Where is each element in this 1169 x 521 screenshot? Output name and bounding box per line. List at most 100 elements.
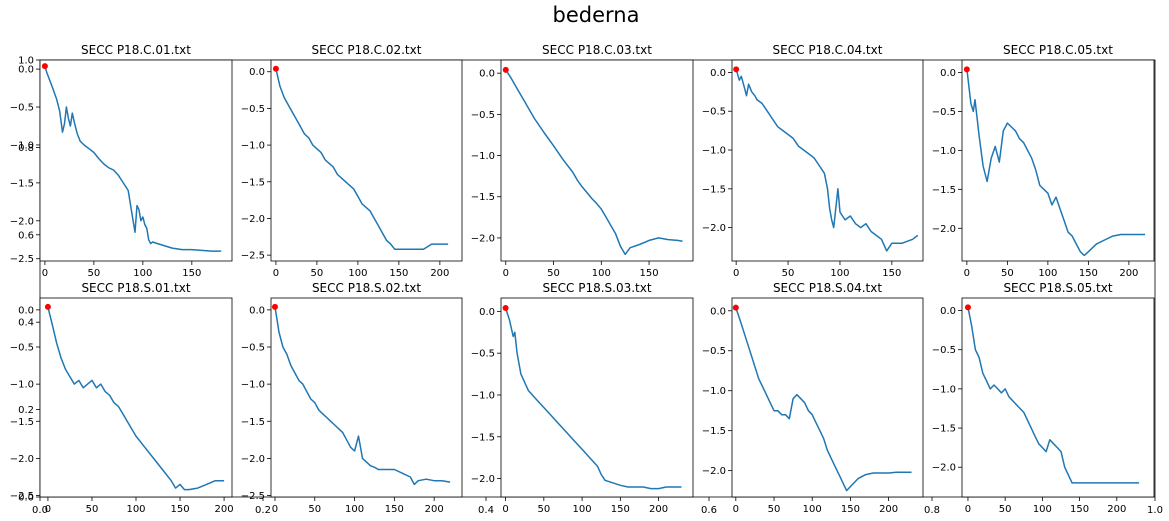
start-marker xyxy=(271,303,278,310)
subplot: SECC P18.S.04.txt 0 50 100 150 200 0.0 −0.5 −1.0… xyxy=(702,281,924,515)
x-tick-label: 50 xyxy=(537,504,550,515)
x-tick-label: 200 xyxy=(215,504,234,515)
series-line xyxy=(504,307,682,490)
x-tick-label: 0 xyxy=(965,504,971,515)
y-tick-label: −2.0 xyxy=(10,454,34,465)
subplot-background xyxy=(271,60,462,261)
y-tick-label: 0.0 xyxy=(249,305,265,316)
background-x-tick-label: 0.6 xyxy=(701,505,717,516)
x-tick-label: 100 xyxy=(348,268,367,279)
x-tick-label: 150 xyxy=(1079,268,1098,279)
y-tick-label: −1.5 xyxy=(932,185,956,196)
x-tick-label: 50 xyxy=(547,268,560,279)
start-marker xyxy=(272,65,279,72)
series-line xyxy=(966,69,1146,257)
subplot-background xyxy=(271,298,462,497)
x-tick-label: 150 xyxy=(611,504,630,515)
y-tick-label: −1.5 xyxy=(471,432,495,443)
x-tick-label: 0 xyxy=(733,268,739,279)
y-tick-label: −2.0 xyxy=(241,454,265,465)
start-marker xyxy=(964,304,971,311)
subplot: SECC P18.C.01.txt 0 50 100 150 0.0 −0.5 −1.0 −1.… xyxy=(10,43,233,279)
y-tick-label: −0.5 xyxy=(932,345,956,356)
y-tick-label: −1.5 xyxy=(10,417,34,428)
subplot-title: SECC P18.C.03.txt xyxy=(542,43,652,57)
start-marker xyxy=(44,303,51,310)
background-x-tick-label: 0.0 xyxy=(32,505,48,516)
y-tick-label: −2.5 xyxy=(10,254,34,265)
subplot-title: SECC P18.S.02.txt xyxy=(312,281,421,295)
subplot-frame xyxy=(961,59,1155,262)
x-tick-label: 100 xyxy=(573,504,592,515)
series-line xyxy=(735,69,919,252)
y-tick-label: −0.5 xyxy=(471,349,495,360)
x-tick-label: 50 xyxy=(311,268,324,279)
y-tick-label: −2.0 xyxy=(702,466,726,477)
subplot: SECC P18.S.02.txt 0 50 100 150 200 0.0 −0.5 −1.0… xyxy=(241,281,463,515)
x-tick-label: 0 xyxy=(502,504,508,515)
subplot-frame xyxy=(731,297,924,498)
y-tick-label: −2.5 xyxy=(10,491,34,502)
y-tick-label: −1.0 xyxy=(471,151,495,162)
background-x-tick-label: 0.2 xyxy=(255,505,271,516)
subplot-title: SECC P18.C.04.txt xyxy=(773,43,883,57)
subplot: SECC P18.C.02.txt 0 50 100 150 200 0.0 −0.5 −1.0… xyxy=(241,43,463,279)
y-tick-label: −1.0 xyxy=(241,380,265,391)
background-x-tick-label: 1.0 xyxy=(1147,505,1163,516)
x-tick-label: 50 xyxy=(88,268,101,279)
y-tick-label: −2.0 xyxy=(471,233,495,244)
x-tick-label: 100 xyxy=(830,268,849,279)
x-tick-label: 0 xyxy=(964,268,970,279)
y-tick-label: −2.0 xyxy=(10,216,34,227)
subplot: SECC P18.C.03.txt 0 50 100 150 0.0 −0.5 −1.0 −1.… xyxy=(471,43,694,279)
y-tick-label: −0.5 xyxy=(932,107,956,118)
x-tick-label: 50 xyxy=(86,504,99,515)
x-tick-label: 0 xyxy=(733,504,739,515)
y-tick-label: −2.0 xyxy=(471,474,495,485)
y-tick-label: −2.0 xyxy=(702,223,726,234)
y-tick-label: 0.0 xyxy=(18,305,34,316)
y-tick-label: −2.5 xyxy=(241,491,265,502)
y-tick-label: −2.0 xyxy=(241,214,265,225)
subplot-background xyxy=(732,298,923,497)
subplot-frame xyxy=(500,59,694,262)
x-tick-label: 50 xyxy=(999,504,1012,515)
y-tick-label: −0.5 xyxy=(471,110,495,121)
y-tick-label: −1.0 xyxy=(932,384,956,395)
series-line xyxy=(275,68,449,251)
subplot-frame xyxy=(961,297,1155,498)
subplot-title: SECC P18.C.05.txt xyxy=(1003,43,1113,57)
x-tick-label: 150 xyxy=(182,268,201,279)
series-line xyxy=(44,65,222,252)
y-tick-label: −1.5 xyxy=(932,424,956,435)
series-line xyxy=(735,307,912,492)
y-tick-label: −0.5 xyxy=(702,107,726,118)
y-tick-label: −0.5 xyxy=(702,346,726,357)
subplot-background xyxy=(40,298,232,497)
y-tick-label: −2.0 xyxy=(932,224,956,235)
y-tick-label: 0.0 xyxy=(249,67,265,78)
background-y-tick-label: 0.2 xyxy=(18,405,34,416)
subplot-frame xyxy=(270,297,463,498)
subplot: SECC P18.C.05.txt 0 50 100 150 200 0.0 −0.5 −1.0… xyxy=(932,43,1155,279)
subplot-background xyxy=(40,60,232,261)
y-tick-label: −2.0 xyxy=(932,463,956,474)
x-tick-label: 150 xyxy=(385,504,404,515)
subplot-title: SECC P18.S.03.txt xyxy=(542,281,651,295)
subplot-title: SECC P18.S.05.txt xyxy=(1003,281,1112,295)
start-marker xyxy=(502,305,509,312)
x-tick-label: 150 xyxy=(1070,504,1089,515)
background-y-tick-label: 0.6 xyxy=(18,230,34,241)
y-tick-label: 0.0 xyxy=(479,307,495,318)
y-tick-label: −1.5 xyxy=(241,177,265,188)
start-marker xyxy=(733,66,740,73)
x-tick-label: 50 xyxy=(782,268,795,279)
background-y-tick-label: 0.0 xyxy=(18,493,34,504)
background-y-tick-label: 0.4 xyxy=(18,318,34,329)
y-tick-label: −1.5 xyxy=(702,184,726,195)
subplot-title: SECC P18.S.04.txt xyxy=(773,281,882,295)
y-tick-label: −1.0 xyxy=(702,386,726,397)
background-y-tick-label: 0.8 xyxy=(18,143,34,154)
subplot-frame xyxy=(500,297,694,498)
